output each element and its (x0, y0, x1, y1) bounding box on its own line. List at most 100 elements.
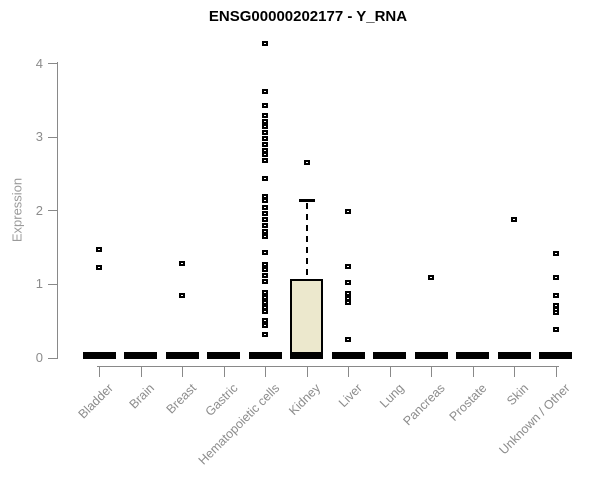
outlier-point (345, 295, 351, 301)
whisker-cap (298, 198, 315, 202)
outlier-point (262, 228, 268, 234)
y-tick (48, 210, 57, 212)
x-tick (182, 367, 183, 377)
outlier-point (262, 152, 268, 158)
outlier-point (262, 211, 268, 217)
outlier-point (345, 264, 351, 270)
outlier-point (262, 317, 268, 323)
outlier-point (262, 41, 268, 47)
outlier-point (552, 326, 559, 332)
zero-median-dash (539, 351, 572, 359)
outlier-point (262, 267, 268, 273)
x-tick (99, 367, 100, 377)
outlier-point (262, 262, 268, 268)
zero-median-dash (331, 351, 365, 359)
x-category-label: Hematopoietic cells (195, 381, 282, 468)
outlier-point (345, 300, 351, 306)
x-category-label: Bladder (75, 381, 116, 422)
x-tick (514, 367, 515, 377)
outlier-point (552, 292, 559, 298)
x-category-label: Unknown / Other (496, 381, 573, 458)
outlier-point (262, 217, 268, 223)
outlier-point (262, 205, 268, 211)
outlier-point (262, 299, 268, 305)
zero-median-dash (497, 351, 531, 359)
y-tick-label: 2 (35, 202, 43, 218)
y-tick (48, 63, 57, 65)
y-tick (48, 283, 57, 285)
outlier-point (552, 250, 559, 256)
y-tick-label: 0 (35, 350, 43, 365)
zero-median-dash (373, 351, 406, 359)
outlier-point (345, 290, 351, 296)
y-axis-line (57, 62, 58, 359)
x-tick (555, 367, 557, 377)
zero-median-dash (248, 351, 282, 359)
zero-median-dash (290, 351, 323, 359)
outlier-point (345, 280, 351, 286)
x-tick (223, 367, 225, 377)
outlier-point (552, 275, 559, 281)
outlier-point (179, 260, 185, 266)
x-tick (389, 367, 391, 377)
x-category-label: Prostate (446, 381, 490, 424)
outlier-point (262, 142, 268, 148)
x-tick (265, 367, 266, 377)
outlier-point (262, 331, 268, 337)
outlier-point (262, 175, 268, 181)
outlier-point (262, 89, 268, 95)
outlier-point (262, 103, 268, 109)
outlier-point (262, 234, 268, 240)
whisker-line (305, 203, 308, 279)
x-category-label: Lung (376, 381, 407, 411)
outlier-point (262, 118, 268, 124)
outlier-point (262, 112, 268, 118)
zero-median-dash (207, 351, 240, 359)
outlier-point (262, 197, 268, 203)
x-category-label: Gastric (202, 381, 241, 419)
outlier-point (262, 304, 268, 310)
x-axis-line (97, 366, 559, 367)
zero-median-dash (82, 351, 116, 359)
zero-median-dash (165, 351, 199, 359)
outlier-point (262, 158, 268, 164)
x-tick (140, 367, 142, 377)
outlier-point (262, 273, 268, 279)
x-tick (348, 367, 349, 377)
outlier-point (262, 278, 268, 284)
x-category-label: Skin (503, 381, 531, 409)
outlier-point (262, 147, 268, 153)
outlier-point (179, 292, 185, 298)
zero-median-dash (456, 351, 489, 359)
x-category-label: Breast (163, 381, 199, 417)
outlier-point (345, 209, 351, 215)
outlier-point (262, 249, 268, 255)
box-outlier-point (303, 160, 310, 166)
outlier-point (345, 337, 351, 343)
x-tick (472, 367, 474, 377)
outlier-point (96, 264, 102, 270)
zero-median-dash (124, 351, 157, 359)
outlier-point (262, 223, 268, 229)
chart-title: ENSG00000202177 - Y_RNA (208, 8, 408, 25)
outlier-point (262, 309, 268, 315)
outlier-point (428, 275, 434, 281)
outlier-point (262, 295, 268, 301)
outlier-point (96, 246, 102, 252)
outlier-point (262, 193, 268, 199)
x-category-label: Liver (335, 381, 365, 411)
zero-median-dash (414, 351, 448, 359)
outlier-point (552, 309, 559, 315)
y-tick-label: 3 (35, 129, 43, 145)
y-tick (48, 136, 57, 138)
x-tick (431, 367, 432, 377)
box-body (290, 278, 323, 355)
x-category-label: Kidney (286, 381, 324, 418)
x-tick (306, 367, 308, 377)
outlier-point (262, 289, 268, 295)
outlier-point (262, 323, 268, 329)
y-tick (48, 357, 57, 359)
outlier-point (511, 217, 517, 223)
outlier-point (262, 130, 268, 136)
